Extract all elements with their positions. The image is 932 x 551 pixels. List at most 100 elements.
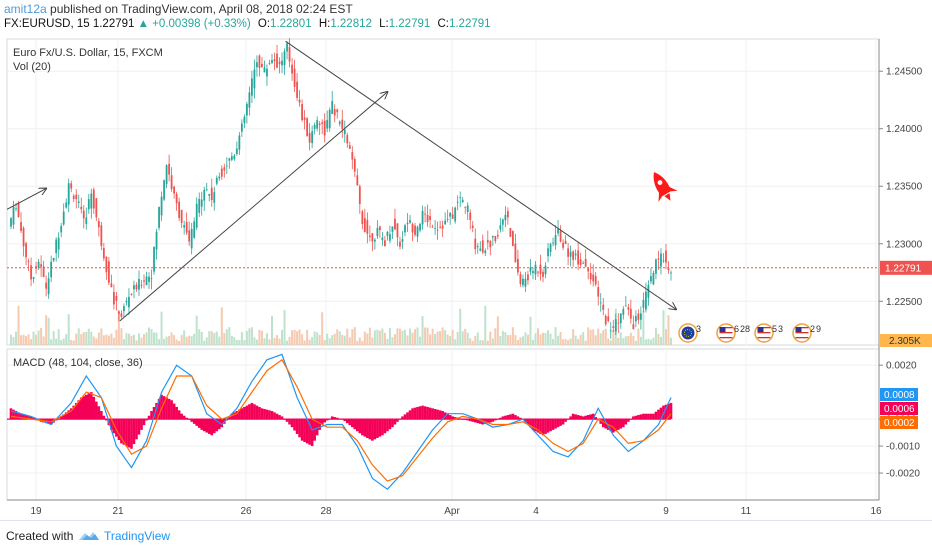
candle-body [303, 117, 306, 120]
candle-body [65, 202, 68, 208]
candle-body [45, 282, 48, 289]
macd-histogram-bar [197, 419, 201, 428]
us-stripe [719, 332, 733, 334]
macd-histogram-bar [657, 409, 660, 420]
candle-body [80, 206, 83, 210]
volume-bar [338, 331, 341, 345]
candle-body [557, 229, 559, 234]
macd-histogram-bar [19, 413, 23, 420]
candle-body [341, 119, 344, 129]
high-label: H: [318, 18, 331, 30]
tradingview-brand-link[interactable]: TradingView [104, 529, 171, 543]
candle-body [602, 304, 605, 310]
macd-histogram-bar [353, 419, 357, 430]
candle-body [37, 261, 40, 268]
candle-body [185, 221, 188, 233]
candle-body [55, 239, 58, 254]
candle-body [57, 237, 60, 250]
volume-bar [494, 328, 497, 345]
candle-body [456, 201, 459, 203]
trendline[interactable] [285, 40, 676, 309]
us-stripe [757, 334, 771, 336]
volume-bar [670, 337, 672, 345]
macd-histogram-bar [411, 408, 414, 420]
volume-bar [313, 331, 316, 345]
macd-histogram-bar [100, 411, 103, 420]
candle-body [188, 230, 191, 242]
volume-bar [52, 331, 55, 345]
event-count: 6 [734, 324, 739, 334]
macd-histogram-bar [77, 400, 81, 420]
macd-histogram-bar [509, 414, 512, 420]
candle-body [143, 280, 145, 282]
candle-body [311, 131, 314, 144]
candle-body [389, 234, 391, 241]
trendline[interactable] [119, 92, 387, 322]
candle-body [95, 198, 98, 218]
candle-body [20, 222, 22, 231]
chart-canvas[interactable]: 19 21 26 28 Apr 4 9 11 161.245001.240001.235001.… [0, 0, 932, 520]
candle-body [165, 165, 168, 184]
macd-histogram-bar [217, 419, 221, 430]
author-link[interactable]: amit12a [4, 2, 47, 16]
volume-bar [564, 338, 567, 345]
volume-bar [479, 340, 482, 345]
macd-histogram-bar [478, 419, 482, 424]
candle-body [486, 240, 489, 243]
event-flag-eu-icon[interactable]: 3 [678, 323, 701, 343]
candle-body [318, 123, 321, 126]
macd-histogram-bar [255, 405, 259, 420]
volume-bar [406, 335, 409, 345]
candle-body [652, 272, 655, 285]
macd-histogram-bar [305, 419, 309, 444]
macd-histogram-bar [401, 416, 404, 420]
volume-bar [213, 332, 216, 345]
volume-bar [265, 333, 268, 345]
volume-bar [100, 328, 103, 345]
volume-bar [444, 330, 447, 345]
macd-histogram-bar [79, 397, 83, 420]
macd-value-badge [880, 402, 918, 415]
volume-bar [371, 337, 374, 345]
candle-body [133, 285, 135, 290]
macd-histogram-bar [345, 419, 349, 424]
macd-histogram-bar [308, 419, 311, 445]
volume-bar [270, 315, 273, 345]
volume-bar [92, 336, 95, 345]
candle-body [665, 250, 667, 263]
macd-histogram-bar [298, 419, 301, 438]
trendline[interactable] [6, 189, 46, 210]
volume-bar [135, 340, 138, 345]
volume-bar [549, 333, 552, 345]
candle-body [534, 264, 537, 275]
volume-bar [346, 328, 349, 345]
volume-bar [273, 337, 276, 345]
candle-body [494, 236, 497, 242]
open-label: O: [257, 18, 271, 30]
candle-body [87, 199, 90, 210]
macd-histogram-bar [318, 419, 321, 430]
candle-body [105, 256, 108, 273]
trendlines[interactable] [6, 40, 676, 322]
volume-bar [368, 327, 371, 345]
candle-body [10, 218, 12, 227]
macd-histogram-bar [561, 419, 565, 425]
event-markers[interactable]: 3 6 28 5 3 2 9 [678, 323, 821, 343]
volume-bar [388, 327, 391, 345]
candle-body [542, 271, 544, 277]
event-flag-us-icon[interactable]: 6 28 [716, 323, 750, 343]
volume-bar [612, 330, 615, 345]
volume-bar [168, 335, 171, 345]
macd-histogram-bar [258, 406, 261, 420]
candle-body [632, 324, 635, 330]
volume-bar [403, 329, 406, 345]
candle-body [233, 155, 236, 160]
tradingview-logo-icon[interactable] [78, 530, 100, 542]
macd-histogram-bar [192, 419, 196, 424]
candle-body [343, 129, 346, 135]
candle-body [47, 278, 50, 295]
candle-body [230, 156, 233, 160]
volume-bar [654, 327, 657, 345]
